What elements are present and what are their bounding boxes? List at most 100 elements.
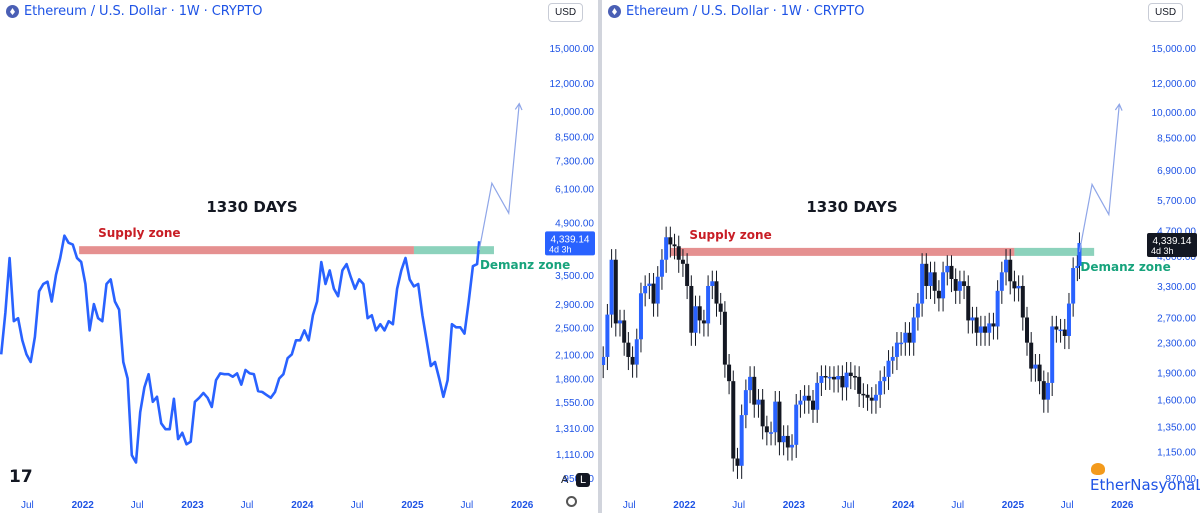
candle: [622, 309, 627, 356]
candle: [630, 346, 635, 378]
candle: [731, 370, 736, 472]
candle: [802, 385, 807, 414]
candle: [672, 233, 677, 260]
symbol-title[interactable]: Ethereum / U.S. Dollar · 1W · CRYPTO: [626, 4, 865, 19]
price-line: [0, 234, 481, 464]
y-tick-label: 2,300.00: [1157, 339, 1196, 350]
x-tick-label: 2024: [291, 500, 314, 511]
y-tick-label: 1,550.00: [555, 398, 594, 409]
left-chart-svg[interactable]: 950.001,110.001,310.001,550.001,800.002,…: [0, 0, 598, 513]
candle: [748, 366, 753, 404]
candle: [756, 389, 761, 418]
gear-icon[interactable]: [566, 496, 577, 507]
y-tick-label: 3,500.00: [555, 271, 594, 282]
y-tick-label: 4,900.00: [555, 218, 594, 229]
candle: [727, 353, 732, 395]
y-tick-label: 7,300.00: [555, 156, 594, 167]
candle: [735, 447, 740, 479]
x-tick-label: 2026: [1111, 500, 1134, 511]
candle: [764, 415, 769, 446]
candle: [848, 362, 853, 390]
candle: [659, 249, 664, 290]
candle: [894, 332, 899, 371]
candle: [1045, 372, 1050, 413]
symbol-title[interactable]: Ethereum / U.S. Dollar · 1W · CRYPTO: [24, 4, 263, 19]
candle: [873, 384, 878, 414]
candle: [815, 372, 820, 423]
y-tick-label: 1,900.00: [1157, 369, 1196, 380]
y-tick-label: 12,000.00: [1152, 79, 1197, 90]
x-tick-label: Jul: [351, 500, 364, 511]
candle: [714, 270, 719, 317]
demand-zone-label: Demanz zone: [1080, 260, 1170, 274]
candle: [739, 404, 744, 479]
candle: [655, 266, 660, 317]
y-tick-label: 2,100.00: [555, 350, 594, 361]
projection-line: [1078, 104, 1120, 252]
candle: [957, 270, 962, 304]
candle: [911, 306, 916, 356]
y-tick-label: 15,000.00: [550, 44, 595, 55]
symbol-header[interactable]: Ethereum / U.S. Dollar · 1W · CRYPTO: [608, 4, 864, 19]
candle: [798, 390, 803, 418]
x-tick-label: 2024: [892, 500, 915, 511]
demand-zone-band: [413, 246, 494, 255]
supply-zone-label: Supply zone: [689, 228, 771, 242]
y-tick-label: 1,310.00: [555, 424, 594, 435]
candle: [785, 425, 790, 461]
candle: [852, 365, 857, 390]
currency-button[interactable]: USD: [1148, 3, 1184, 22]
candle: [701, 309, 706, 337]
candle: [676, 235, 681, 273]
x-tick-label: 2023: [181, 500, 204, 511]
right-chart-svg[interactable]: 970.00 1,150.00 1,350.00 1,600.00 1,900.00 2,…: [602, 0, 1200, 513]
candle: [806, 385, 811, 414]
symbol-header[interactable]: Ethereum / U.S. Dollar · 1W · CRYPTO: [6, 4, 262, 19]
projection-arrowhead: [514, 102, 523, 111]
candle: [890, 346, 895, 374]
panel-divider[interactable]: [598, 0, 602, 513]
candle: [613, 249, 618, 337]
candle: [1054, 315, 1059, 343]
y-tick-label: 1,150.00: [1157, 448, 1196, 459]
candle: [811, 390, 816, 423]
candle: [609, 249, 614, 328]
candle: [1004, 249, 1009, 286]
projection-arrowhead: [1114, 102, 1123, 111]
candle: [602, 346, 606, 379]
log-scale-button[interactable]: L: [576, 473, 591, 487]
y-tick-label: 2,900.00: [555, 300, 594, 311]
candle: [962, 270, 967, 300]
candle: [861, 383, 866, 408]
supply-zone-band: [670, 247, 1015, 256]
currency-button[interactable]: USD: [548, 3, 584, 22]
candle: [945, 255, 950, 286]
y-tick-label: 3,300.00: [1157, 282, 1196, 293]
y-tick-label: 970.00: [1165, 474, 1196, 485]
y-tick-label: 4,700.00: [1157, 226, 1196, 237]
candle: [886, 350, 891, 390]
left-chart-panel[interactable]: 950.001,110.001,310.001,550.001,800.002,…: [0, 0, 598, 513]
candle: [819, 365, 824, 397]
candle: [831, 366, 836, 393]
x-tick-label: 2025: [1002, 500, 1025, 511]
x-tick-label: 2026: [511, 500, 534, 511]
candle: [722, 301, 727, 378]
candle: [903, 322, 908, 356]
candle: [1050, 315, 1055, 397]
right-chart-panel[interactable]: 970.00 1,150.00 1,350.00 1,600.00 1,900.00 2,…: [602, 0, 1200, 513]
candle: [1062, 318, 1067, 350]
y-tick-label: 2,700.00: [1157, 313, 1196, 324]
candle: [706, 275, 711, 337]
candle: [689, 275, 694, 346]
candle: [936, 280, 941, 312]
candle: [1075, 255, 1080, 282]
x-tick-label: Jul: [1061, 500, 1074, 511]
candle: [924, 253, 929, 300]
candle: [915, 292, 920, 331]
x-tick-label: Jul: [951, 500, 964, 511]
candle: [1029, 332, 1034, 382]
candle: [1058, 318, 1063, 343]
auto-scale-button[interactable]: A: [561, 474, 569, 486]
